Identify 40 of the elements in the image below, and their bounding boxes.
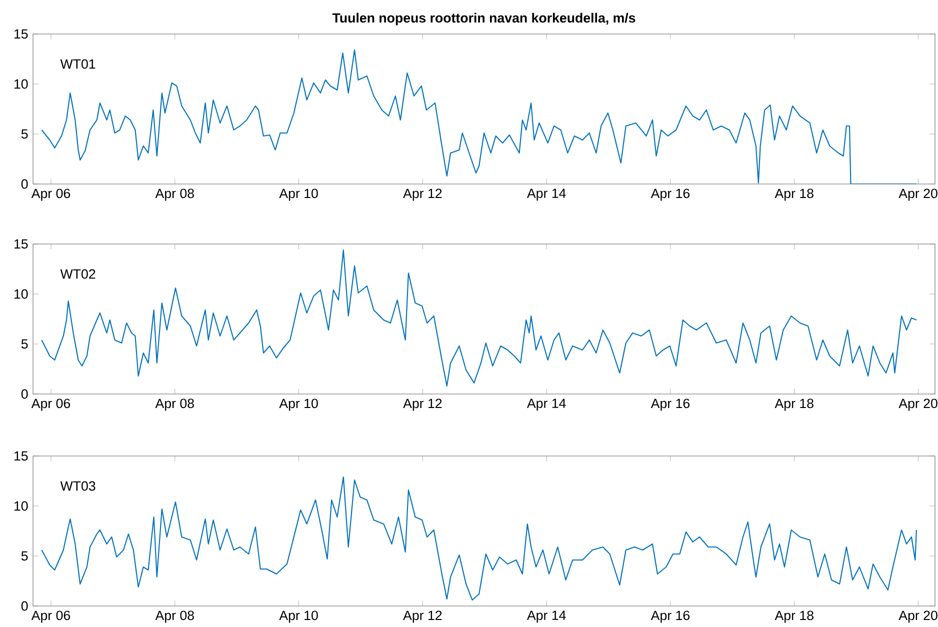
x-tick-label: Apr 14 bbox=[526, 610, 566, 623]
x-tick-label: Apr 18 bbox=[774, 610, 814, 623]
y-tick-label: 10 bbox=[14, 501, 28, 511]
annotation: WT03 bbox=[60, 481, 96, 491]
x-tick-label: Apr 06 bbox=[31, 398, 70, 411]
y-tick-label: 10 bbox=[14, 79, 28, 89]
x-tick-label: Apr 18 bbox=[774, 398, 814, 411]
x-tick-label: Apr 14 bbox=[526, 188, 566, 201]
y-tick-label: 5 bbox=[21, 339, 28, 349]
x-tick-label: Apr 06 bbox=[31, 188, 70, 201]
x-tick-label: Apr 16 bbox=[650, 610, 690, 623]
x-tick-label: Apr 06 bbox=[31, 610, 70, 623]
x-tick-label: Apr 20 bbox=[898, 398, 938, 411]
y-tick-label: 0 bbox=[21, 389, 28, 399]
x-tick-label: Apr 12 bbox=[403, 398, 442, 411]
x-tick-label: Apr 08 bbox=[155, 610, 194, 623]
x-tick-label: Apr 16 bbox=[650, 188, 690, 201]
y-tick-label: 5 bbox=[21, 129, 28, 139]
annotation: WT01 bbox=[60, 59, 96, 69]
x-tick-label: Apr 12 bbox=[403, 610, 442, 623]
x-tick-label: Apr 12 bbox=[403, 188, 442, 201]
annotation: WT02 bbox=[60, 269, 96, 279]
y-tick-label: 15 bbox=[14, 239, 28, 249]
x-tick-label: Apr 10 bbox=[279, 188, 318, 201]
y-tick-label: 0 bbox=[21, 179, 28, 189]
y-tick-label: 10 bbox=[14, 289, 28, 299]
x-tick-label: Apr 14 bbox=[526, 398, 566, 411]
x-tick-label: Apr 20 bbox=[898, 188, 938, 201]
x-tick-label: Apr 10 bbox=[279, 398, 318, 411]
y-tick-label: 5 bbox=[21, 551, 28, 561]
y-tick-label: 15 bbox=[14, 451, 28, 461]
y-tick-label: 0 bbox=[21, 601, 28, 611]
x-tick-label: Apr 10 bbox=[279, 610, 318, 623]
chart-title: Tuulen nopeus roottorin navan korkeudella, m/s bbox=[332, 12, 636, 26]
x-tick-label: Apr 20 bbox=[898, 610, 938, 623]
x-tick-label: Apr 16 bbox=[650, 398, 690, 411]
x-tick-label: Apr 08 bbox=[155, 188, 194, 201]
x-tick-label: Apr 18 bbox=[774, 188, 814, 201]
x-tick-label: Apr 08 bbox=[155, 398, 194, 411]
y-tick-label: 15 bbox=[14, 29, 28, 39]
